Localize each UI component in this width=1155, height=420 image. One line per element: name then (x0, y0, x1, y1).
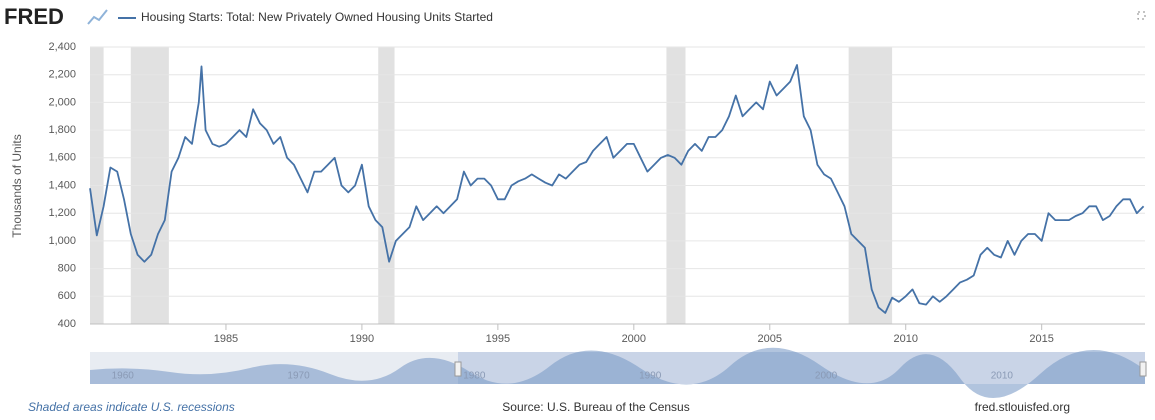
x-tick-label: 1990 (350, 333, 374, 345)
y-tick-label: 1,600 (48, 152, 76, 164)
navigator-tick-label: 1970 (287, 371, 310, 382)
y-tick-label: 1,200 (48, 207, 76, 219)
navigator-tick-label: 1980 (463, 371, 486, 382)
y-axis-label: Thousands of Units (10, 134, 24, 237)
y-tick-label: 1,800 (48, 124, 76, 136)
legend-label[interactable]: Housing Starts: Total: New Privately Own… (141, 10, 493, 24)
y-tick-label: 600 (58, 290, 76, 302)
navigator-area (90, 347, 1145, 399)
x-tick-label: 1985 (214, 333, 238, 345)
site[interactable]: fred.stlouisfed.org (975, 400, 1070, 414)
recession-note: Shaded areas indicate U.S. recessions (28, 400, 235, 414)
y-tick-label: 400 (58, 318, 76, 330)
y-tick-label: 1,400 (48, 179, 76, 191)
x-tick-label: 2015 (1029, 333, 1053, 345)
y-tick-label: 1,000 (48, 235, 76, 247)
logo: FRED (4, 4, 64, 29)
x-tick-label: 1995 (486, 333, 510, 345)
y-tick-label: 2,400 (48, 41, 76, 53)
fullscreen-icon[interactable] (1137, 11, 1146, 20)
navigator-tick-label: 2010 (991, 371, 1014, 382)
series-line (89, 64, 1145, 314)
navigator-handle[interactable] (1139, 361, 1147, 377)
navigator-tick-label: 1990 (639, 371, 662, 382)
y-tick-label: 800 (58, 263, 76, 275)
y-tick-label: 2,000 (48, 96, 76, 108)
navigator-handle[interactable] (454, 361, 462, 377)
x-tick-label: 2000 (622, 333, 646, 345)
source: Source: U.S. Bureau of the Census (502, 400, 689, 414)
navigator-tick-label: 2000 (815, 371, 838, 382)
navigator-tick-label: 1960 (112, 371, 135, 382)
x-tick-label: 2010 (893, 333, 917, 345)
logo-icon (87, 9, 108, 25)
x-tick-label: 2005 (758, 333, 782, 345)
y-tick-label: 2,200 (48, 69, 76, 81)
